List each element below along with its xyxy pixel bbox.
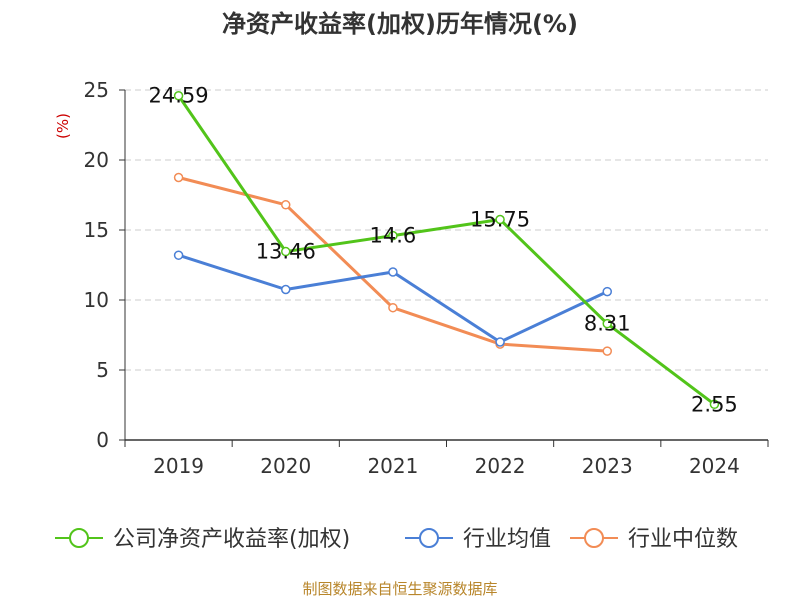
data-label-2020: 13.46 — [256, 240, 316, 264]
point-1-2020 — [281, 284, 291, 295]
source-note: 制图数据来自恒生聚源数据库 — [302, 580, 497, 598]
legend-marker-0 — [69, 528, 89, 548]
point-2-2021 — [388, 302, 398, 313]
data-label-2024: 2.55 — [691, 392, 738, 416]
point-0-2022 — [495, 214, 505, 225]
legend-marker-2 — [584, 528, 604, 548]
data-labels: 24.59 13.46 14.6 15.75 8.31 2.55 — [149, 84, 738, 417]
point-0-2020 — [281, 246, 291, 257]
y-tick-label-15: 15 — [84, 218, 109, 242]
point-1-2021 — [388, 267, 398, 277]
point-0-2021 — [388, 230, 398, 241]
legend-label-1: 行业均值 — [463, 527, 551, 552]
y-tick-label-20: 20 — [84, 148, 109, 172]
point-0-2019 — [173, 90, 184, 101]
point-0-2023 — [602, 318, 612, 329]
series-line-0 — [177, 94, 716, 406]
x-tick-label-2020: 2020 — [260, 454, 311, 478]
y-tick-label-5: 5 — [96, 358, 109, 382]
point-1-2022 — [495, 337, 505, 347]
x-tick-label-2021: 2021 — [367, 454, 418, 478]
grid-lines — [125, 89, 768, 371]
data-label-2021: 14.6 — [370, 224, 417, 248]
axes: 0 5 10 15 20 25 2019 2020 2021 2022 2023 2024 — [84, 78, 769, 478]
point-1-2019 — [173, 250, 184, 260]
x-tick-label-2022: 2022 — [475, 454, 526, 478]
point-0-2024 — [709, 399, 720, 410]
point-2-2019 — [173, 172, 184, 183]
series-line-2 — [178, 176, 608, 353]
x-tick-label-2024: 2024 — [689, 454, 740, 478]
series-lines — [173, 90, 720, 410]
y-tick-label-25: 25 — [84, 78, 109, 102]
x-tick-label-2023: 2023 — [582, 454, 633, 478]
chart-title: 净资产收益率(加权)历年情况(%) — [222, 10, 578, 38]
legend-label-2: 行业中位数 — [628, 527, 738, 552]
legend-label-0: 公司净资产收益率(加权) — [113, 527, 350, 552]
legend: 公司净资产收益率(加权) 行业均值 行业中位数 — [55, 527, 738, 552]
y-tick-label-10: 10 — [84, 288, 109, 312]
point-1-2023 — [602, 286, 612, 297]
data-label-2023: 8.31 — [584, 312, 631, 336]
x-tick-label-2019: 2019 — [153, 454, 204, 478]
y-axis-label: (%) — [54, 113, 72, 139]
legend-marker-1 — [419, 528, 439, 548]
data-label-2022: 15.75 — [470, 208, 530, 232]
point-2-2020 — [281, 200, 291, 210]
point-2-2023 — [602, 346, 612, 356]
y-tick-label-0: 0 — [96, 428, 109, 452]
data-label-2019: 24.59 — [149, 84, 209, 108]
